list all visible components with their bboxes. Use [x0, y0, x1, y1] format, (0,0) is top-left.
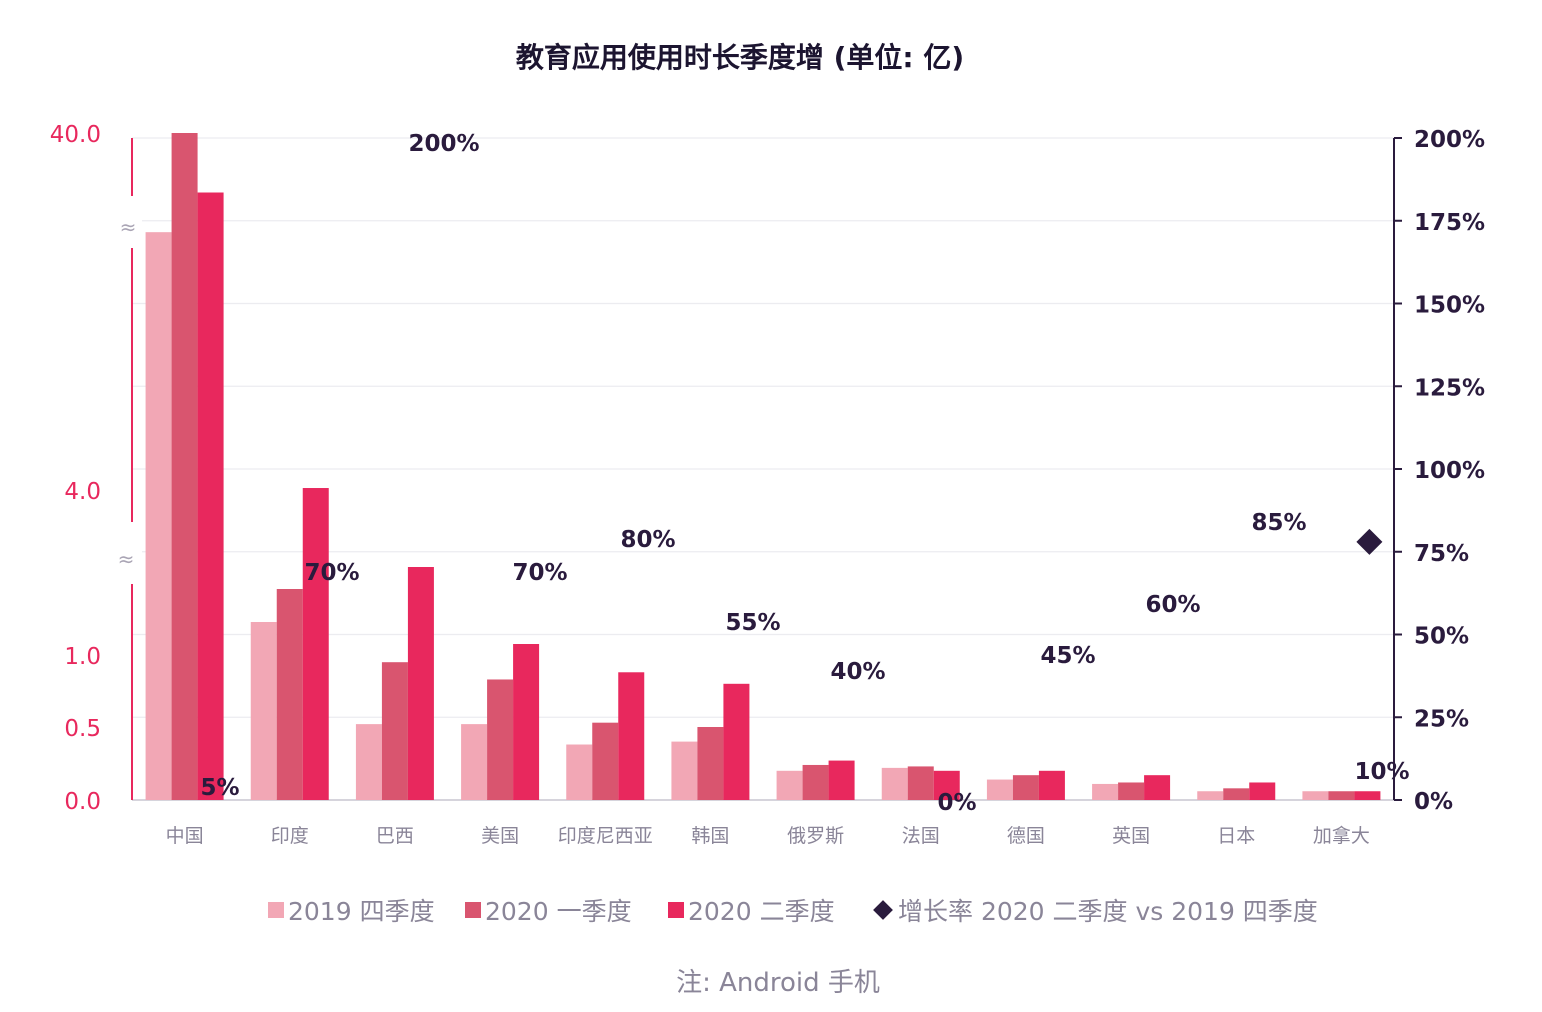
bar — [381, 662, 408, 800]
legend-item-2020q2: 2020 二季度 — [668, 890, 835, 930]
legend-diamond-icon — [873, 900, 893, 920]
growth-label: 40% — [830, 659, 885, 685]
bar — [276, 589, 303, 800]
bar — [776, 770, 803, 800]
x-tick-label: 日本 — [1217, 825, 1255, 847]
bar — [881, 767, 908, 800]
y-right-tick-label: 75% — [1414, 541, 1469, 567]
y-right-tick-label: 200% — [1414, 127, 1485, 153]
bar — [1092, 783, 1119, 800]
growth-label: 70% — [304, 560, 359, 586]
bar — [671, 741, 698, 800]
legend-label-2019q4: 2019 四季度 — [288, 897, 435, 926]
y-left-tick-label: 4.0 — [64, 479, 101, 505]
bar — [907, 766, 934, 800]
y-right-tick-label: 100% — [1414, 458, 1485, 484]
y-left-tick-label: 1.0 — [64, 644, 101, 670]
growth-label: 10% — [1354, 759, 1409, 785]
growth-label: 55% — [725, 610, 780, 636]
bar — [197, 192, 224, 800]
x-tick-label: 巴西 — [376, 825, 414, 847]
y-right-tick-label: 50% — [1414, 624, 1469, 650]
bar — [1249, 782, 1276, 800]
chart-canvas: ≈ ≈0.0 0.5 1.0 4.0 40.0 0% 25% 50% 75% 100% 125% 150… — [50, 122, 1485, 847]
bar — [513, 644, 540, 800]
bar — [802, 764, 829, 800]
y-right-tick-label: 125% — [1414, 375, 1485, 401]
bar — [723, 683, 750, 800]
bar — [407, 567, 434, 800]
bar — [1223, 788, 1250, 800]
bar — [618, 672, 645, 800]
bar — [1118, 782, 1145, 800]
y-right-tick-label: 150% — [1414, 293, 1485, 319]
y-left-tick-label: 0.0 — [64, 789, 101, 815]
bar — [933, 770, 960, 800]
chart-note: 注: Android 手机 — [676, 968, 880, 998]
legend-swatch-2020q2 — [668, 902, 684, 918]
growth-label: 5% — [200, 775, 239, 801]
legend-swatch-2020q1 — [465, 902, 481, 918]
axis-break-icon: ≈ — [120, 215, 137, 239]
bar — [1197, 791, 1224, 800]
x-tick-label: 中国 — [166, 825, 204, 847]
x-tick-label: 韩国 — [691, 825, 729, 847]
bar — [145, 232, 172, 800]
x-tick-label: 德国 — [1007, 825, 1045, 847]
bar — [986, 779, 1013, 800]
bar — [697, 727, 724, 800]
bar — [487, 679, 514, 800]
growth-marker — [1356, 528, 1383, 555]
legend-label-2020q1: 2020 一季度 — [485, 897, 632, 926]
axis-break-icon: ≈ — [118, 547, 135, 571]
x-tick-label: 印度 — [271, 825, 309, 847]
legend-item-2019q4: 2019 四季度 — [268, 890, 435, 930]
growth-label: 45% — [1040, 643, 1095, 669]
axis-break-gap-upper — [120, 196, 142, 248]
growth-label: 85% — [1251, 510, 1306, 536]
legend-item-2020q1: 2020 一季度 — [465, 890, 632, 930]
y-right-tick-label: 0% — [1414, 789, 1453, 815]
bar — [566, 744, 593, 800]
growth-label: 0% — [937, 790, 976, 816]
legend-label-2020q2: 2020 二季度 — [688, 897, 835, 926]
bar — [1328, 791, 1355, 800]
y-left-tick-label: 0.5 — [64, 716, 101, 742]
bar — [171, 133, 198, 800]
bar — [1302, 791, 1329, 800]
bar — [250, 622, 277, 800]
bar — [1038, 770, 1065, 800]
bar — [1144, 775, 1171, 800]
legend-label-growth: 增长率 2020 二季度 vs 2019 四季度 — [898, 897, 1318, 926]
legend-item-growth: 增长率 2020 二季度 vs 2019 四季度 — [872, 890, 1318, 930]
x-tick-label: 法国 — [902, 825, 940, 847]
growth-label: 60% — [1145, 592, 1200, 618]
chart-title: 教育应用使用时长季度增 (单位: 亿) — [515, 41, 965, 74]
growth-label: 80% — [620, 527, 675, 553]
legend-swatch-2019q4 — [268, 902, 284, 918]
bar — [302, 488, 329, 800]
x-tick-label: 加拿大 — [1313, 824, 1370, 847]
x-tick-label: 英国 — [1112, 825, 1150, 847]
axis-break-gap-lower — [120, 522, 142, 584]
bar — [1012, 775, 1039, 800]
bar — [1354, 791, 1381, 800]
y-right-tick-label: 175% — [1414, 210, 1485, 236]
y-right-tick-label: 25% — [1414, 706, 1469, 732]
growth-label: 70% — [512, 560, 567, 586]
bar — [592, 722, 619, 800]
x-tick-label: 俄罗斯 — [787, 825, 844, 847]
x-tick-label: 印度尼西亚 — [558, 825, 653, 847]
x-tick-label: 美国 — [481, 825, 519, 847]
bar — [828, 760, 855, 800]
bar — [355, 724, 382, 800]
bar — [461, 724, 488, 800]
y-left-tick-label: 40.0 — [50, 122, 101, 148]
growth-label: 200% — [408, 131, 479, 157]
chart-legend: 2019 四季度 2020 一季度 2020 二季度 增长率 2020 二季度 … — [0, 890, 1542, 930]
